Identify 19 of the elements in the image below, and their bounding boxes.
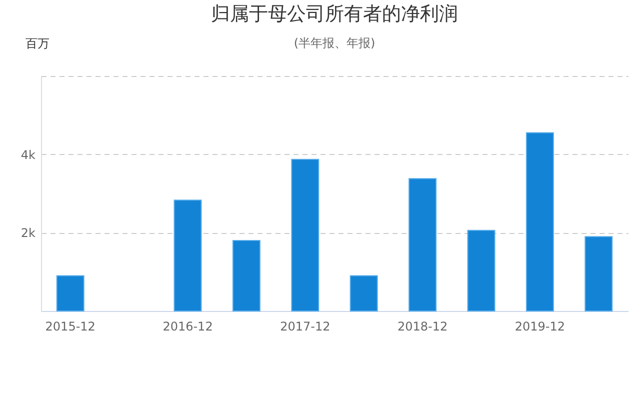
chart-subtitle: (半年报、年报) xyxy=(294,36,376,50)
x-tick-label: 2017-12 xyxy=(280,320,330,334)
bar xyxy=(467,230,496,312)
bar xyxy=(584,236,613,312)
x-tick-label: 2016-12 xyxy=(162,320,213,334)
x-tick-label: 2018-12 xyxy=(397,320,448,334)
x-tick-label: 2019-12 xyxy=(514,320,566,334)
bar xyxy=(174,200,202,312)
y-tick-label: 4k xyxy=(20,148,36,162)
y-tick-label: 2k xyxy=(20,226,36,240)
bar xyxy=(526,132,554,312)
bar xyxy=(408,178,437,312)
bar xyxy=(232,240,260,312)
chart-title: 归属于母公司所有者的净利润 xyxy=(211,3,458,25)
x-tick-label: 2015-12 xyxy=(45,320,96,334)
bar xyxy=(56,275,84,312)
y-axis-title: 百万 xyxy=(26,36,50,50)
bar xyxy=(291,158,320,312)
bar xyxy=(350,275,378,312)
